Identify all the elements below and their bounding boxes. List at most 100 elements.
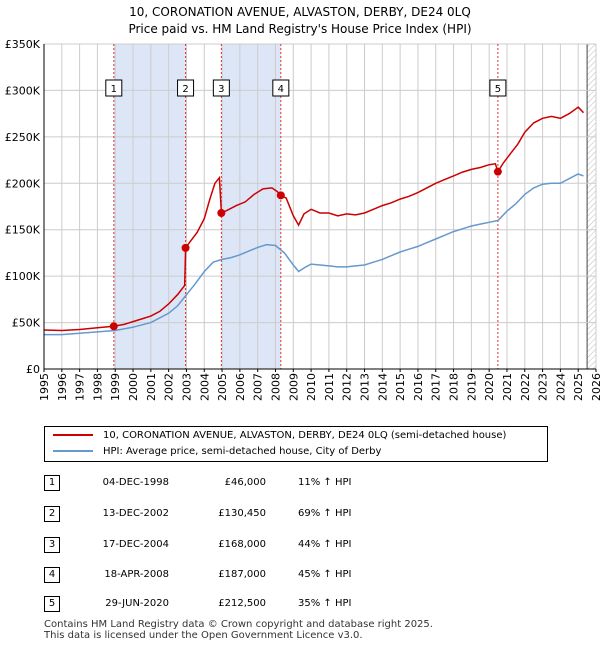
x-tick-label: 2024	[554, 373, 567, 401]
x-tick-label: 2019	[465, 373, 478, 401]
title-line-2: Price paid vs. HM Land Registry's House …	[128, 22, 472, 36]
sale-label: 2	[182, 84, 188, 95]
footer-copyright: Contains HM Land Registry data © Crown c…	[44, 619, 433, 630]
x-tick-label: 2021	[501, 373, 514, 401]
x-tick-label: 2020	[483, 373, 496, 401]
sale-marker	[276, 191, 285, 200]
transaction-number: 1	[44, 475, 60, 491]
transaction-row: 2 13-DEC-2002 £130,450 69% ↑ HPI	[44, 506, 444, 522]
x-tick-label: 2016	[412, 373, 425, 401]
x-tick-label: 2001	[145, 373, 158, 401]
x-tick-label: 1996	[56, 373, 69, 401]
x-tick-label: 2004	[198, 373, 211, 401]
x-tick-label: 2022	[519, 373, 532, 401]
sale-marker	[217, 209, 226, 217]
sale-label: 1	[111, 84, 117, 95]
x-tick-label: 2018	[448, 373, 461, 401]
legend-item-price: 10, CORONATION AVENUE, ALVASTON, DERBY, …	[53, 428, 506, 444]
transaction-date: 04-DEC-1998	[102, 477, 169, 488]
x-tick-label: 1995	[38, 373, 51, 401]
x-tick-label: 1998	[91, 373, 104, 401]
y-tick-label: £100K	[5, 270, 41, 283]
legend-hpi-label: HPI: Average price, semi-detached house,…	[103, 446, 382, 457]
transaction-number: 3	[44, 537, 60, 553]
transaction-date: 29-JUN-2020	[105, 598, 169, 609]
sale-label-box	[212, 79, 230, 97]
footer-licence: This data is licensed under the Open Gov…	[44, 630, 363, 641]
x-tick-label: 2023	[537, 373, 550, 401]
x-tick-label: 2010	[305, 373, 318, 401]
transaction-price: £187,000	[218, 569, 266, 580]
sale-label-box	[489, 79, 507, 97]
x-tick-label: 2005	[216, 373, 229, 401]
legend: 10, CORONATION AVENUE, ALVASTON, DERBY, …	[44, 426, 548, 462]
transaction-hpi-change: 44% ↑ HPI	[298, 539, 352, 550]
transaction-hpi-change: 11% ↑ HPI	[298, 477, 352, 488]
sale-label: 3	[218, 84, 224, 95]
sale-markers-layer	[109, 167, 502, 331]
shaded-period	[113, 44, 186, 369]
transaction-price: £46,000	[224, 477, 266, 488]
sale-marker	[109, 322, 118, 331]
sale-marker	[493, 167, 502, 176]
forecast-hatch	[587, 44, 596, 369]
transaction-price: £212,500	[218, 598, 266, 609]
sale-label-box	[272, 79, 290, 97]
transaction-date: 13-DEC-2002	[102, 508, 169, 519]
x-tick-label: 2013	[359, 373, 372, 401]
transaction-hpi-change: 69% ↑ HPI	[298, 508, 352, 519]
x-tick-label: 1997	[74, 373, 87, 401]
transaction-number: 2	[44, 506, 60, 522]
sale-label: 4	[278, 84, 284, 95]
y-tick-label: £150K	[5, 224, 41, 237]
x-tick-label: 2011	[323, 373, 336, 401]
transaction-date: 18-APR-2008	[104, 569, 169, 580]
x-tick-label: 1999	[109, 373, 122, 401]
transaction-hpi-change: 45% ↑ HPI	[298, 569, 352, 580]
transaction-price: £130,450	[218, 508, 266, 519]
y-tick-label: £250K	[5, 131, 41, 144]
legend-item-hpi: HPI: Average price, semi-detached house,…	[53, 444, 381, 460]
legend-price-swatch	[53, 434, 93, 436]
x-tick-label: 2000	[127, 373, 140, 401]
transaction-row: 3 17-DEC-2004 £168,000 44% ↑ HPI	[44, 537, 444, 553]
x-tick-label: 2002	[163, 373, 176, 401]
shade-layer	[113, 44, 596, 369]
transaction-date: 17-DEC-2004	[102, 539, 169, 550]
y-tick-label: £200K	[5, 177, 41, 190]
transaction-row: 4 18-APR-2008 £187,000 45% ↑ HPI	[44, 567, 444, 583]
x-tick-label: 2014	[376, 373, 389, 401]
y-tick-label: £50K	[12, 317, 41, 330]
x-tick-label: 2006	[234, 373, 247, 401]
transaction-number: 4	[44, 567, 60, 583]
sale-labels-layer: 1 2 3 4 5	[105, 79, 507, 97]
sale-label: 5	[495, 84, 501, 95]
price-chart: 1 2 3 4 5 £0 £50K £100K £150K £200K £250K £300K £35…	[5, 38, 600, 401]
x-tick-label: 2012	[341, 373, 354, 401]
x-tick-label: 2017	[430, 373, 443, 401]
footer: Contains HM Land Registry data © Crown c…	[44, 619, 433, 641]
hpi-line	[44, 173, 584, 336]
x-tick-label: 2026	[590, 373, 600, 401]
y-tick-label: £300K	[5, 84, 41, 97]
y-tick-label: £0	[26, 363, 40, 376]
x-tick-label: 2008	[269, 373, 282, 401]
transaction-row: 1 04-DEC-1998 £46,000 11% ↑ HPI	[44, 475, 444, 491]
x-tick-label: 2009	[287, 373, 300, 401]
chart-title: 10, CORONATION AVENUE, ALVASTON, DERBY, …	[0, 4, 600, 38]
sale-label-box	[177, 79, 195, 97]
transaction-number: 5	[44, 596, 60, 612]
sale-marker	[181, 243, 190, 252]
sale-label-box	[105, 79, 123, 97]
x-tick-label: 2015	[394, 373, 407, 401]
x-tick-label: 2003	[180, 373, 193, 401]
transaction-hpi-change: 35% ↑ HPI	[298, 598, 352, 609]
axis-layer: £0 £50K £100K £150K £200K £250K £300K £350K 1995…	[5, 38, 600, 401]
y-tick-label: £350K	[5, 38, 41, 51]
transaction-price: £168,000	[218, 539, 266, 550]
shaded-period	[221, 44, 281, 369]
legend-price-label: 10, CORONATION AVENUE, ALVASTON, DERBY, …	[103, 430, 507, 441]
title-line-1: 10, CORONATION AVENUE, ALVASTON, DERBY, …	[129, 5, 471, 19]
x-tick-label: 2025	[572, 373, 585, 401]
x-tick-label: 2007	[252, 373, 265, 401]
